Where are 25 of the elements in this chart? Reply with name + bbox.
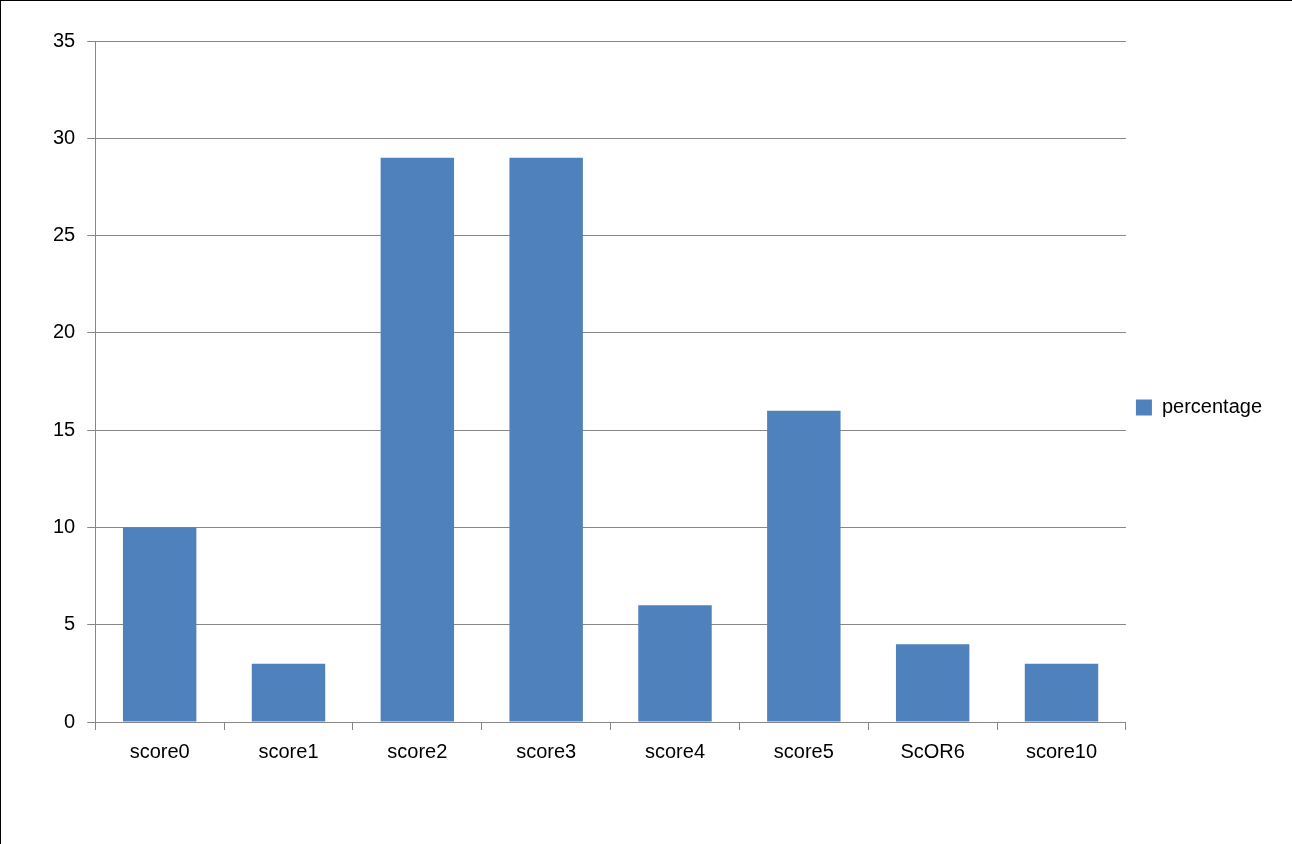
x-tick-label: score3 <box>516 739 577 762</box>
bar <box>122 527 197 722</box>
y-tick-label: 10 <box>53 514 76 537</box>
y-tick-label: 30 <box>53 125 76 148</box>
bar <box>251 663 326 722</box>
x-tick-label: score4 <box>644 739 706 762</box>
y-tick-label: 0 <box>64 709 76 732</box>
bar <box>895 644 970 722</box>
x-tick-label: score10 <box>1025 739 1098 762</box>
x-tick-label: score1 <box>258 739 319 762</box>
x-tick-label: score5 <box>773 739 834 762</box>
y-tick-label: 35 <box>53 28 76 51</box>
y-tick-label: 20 <box>53 320 76 343</box>
x-tick-label: score2 <box>387 739 448 762</box>
y-tick-label: 5 <box>64 612 76 635</box>
y-tick-label: 15 <box>53 417 76 440</box>
bar <box>509 157 583 722</box>
x-tick-label: score0 <box>129 739 190 762</box>
y-tick-label: 25 <box>53 223 76 246</box>
legend-label: percentage <box>1161 395 1262 418</box>
bar <box>380 157 455 722</box>
x-tick-label: ScOR6 <box>900 739 965 762</box>
bar <box>767 410 841 722</box>
bar <box>1024 663 1099 722</box>
bar <box>638 605 712 722</box>
